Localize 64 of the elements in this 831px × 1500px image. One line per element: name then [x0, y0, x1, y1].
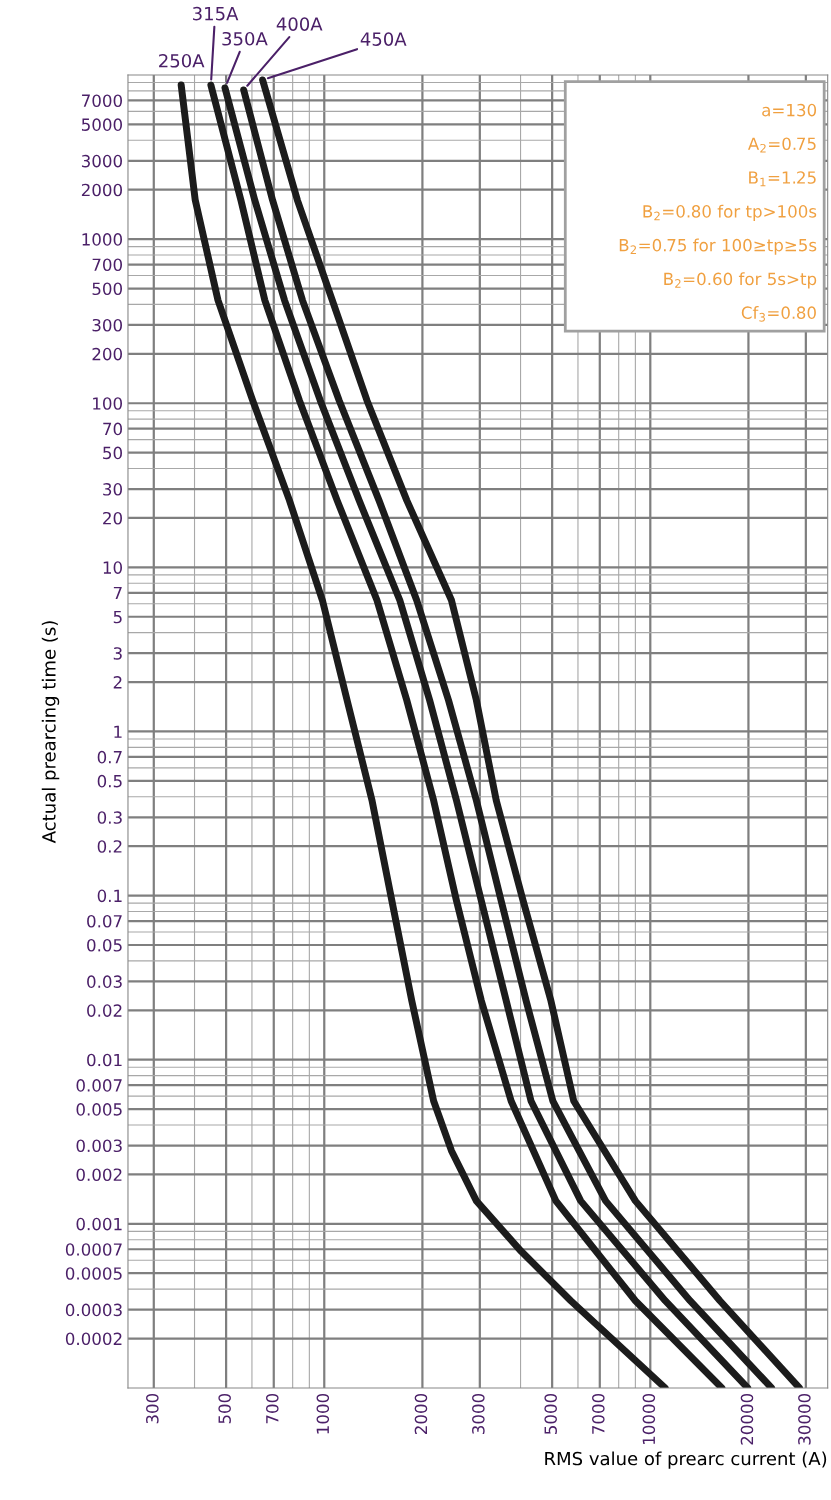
annotation: A$_{2}$=0.75	[747, 137, 816, 153]
y-tick-label: 0.003	[76, 1139, 122, 1153]
y-tick-label: 0.0005	[65, 1267, 122, 1280]
y-tick-label: 1	[114, 725, 122, 738]
y-tick-label: 5	[113, 610, 122, 624]
y-tick-label: 0.2	[97, 840, 122, 853]
text: 315A	[193, 6, 239, 21]
x-tick-label: 500	[218, 1393, 231, 1424]
y-tick-label: 3	[113, 647, 122, 660]
annotation: a=130	[762, 103, 817, 117]
x-axis-title: RMS value of prearc current (A)	[545, 1451, 827, 1469]
y-tick-label: 100	[93, 397, 123, 410]
y-tick-label: 30	[103, 483, 123, 496]
y-tick-label: 20	[103, 511, 123, 525]
series-label: 250A	[159, 53, 205, 68]
y-tick-label: 70	[103, 422, 123, 436]
x-tick-label: 2000	[414, 1393, 428, 1435]
y-tick-label: 0.007	[76, 1079, 122, 1092]
y-tick-label: 0.02	[87, 1004, 122, 1017]
x-tick-label: 1000	[316, 1393, 330, 1434]
y-tick-label: 300	[92, 318, 123, 332]
annotation: B$_{1}$=1.25	[749, 171, 816, 187]
y-tick-label: 500	[92, 282, 123, 296]
y-tick-label: 3000	[81, 154, 123, 168]
x-tick-label: 300	[146, 1393, 159, 1424]
y-tick-label: 0.7	[97, 750, 122, 764]
y-tick-label: 200	[92, 347, 123, 361]
y-tick-label: 7000	[82, 94, 123, 107]
text: 450A	[360, 32, 407, 46]
text: 350A	[222, 31, 268, 46]
y-tick-label: 0.03	[87, 975, 122, 988]
x-tick-label: 700	[265, 1393, 279, 1424]
y-tick-label: 50	[103, 446, 123, 460]
annotation: B$_{2}$=0.60 for 5s>tp	[664, 272, 817, 289]
y-tick-label: 10	[103, 561, 123, 574]
y-tick-label: 0.3	[97, 811, 122, 824]
x-tick-label: 10000	[642, 1393, 656, 1444]
y-tick-label: 0.1	[97, 889, 122, 903]
y-tick-label: 0.005	[76, 1103, 122, 1116]
y-tick-label: 700	[92, 258, 123, 272]
y-tick-label: 0.01	[87, 1053, 122, 1067]
y-tick-label: 0.05	[87, 938, 122, 952]
x-tick-label: 30000	[798, 1393, 811, 1445]
x-tick-label: 3000	[472, 1393, 485, 1434]
annotation: Cf$_{3}$=0.80	[741, 306, 816, 322]
y-tick-label: 0.002	[76, 1168, 122, 1181]
y-tick-label: 2000	[81, 183, 123, 197]
y-tick-label: 0.0002	[65, 1332, 122, 1346]
annotation: B$_{2}$=0.75 for 100≥tp≥5s	[619, 238, 817, 255]
y-axis-title: Actual prearcing time (s)	[41, 621, 60, 844]
y-tick-label: 0.001	[76, 1217, 122, 1231]
y-tick-label: 0.07	[87, 914, 122, 928]
y-tick-label: 0.0003	[65, 1303, 122, 1317]
x-tick-label: 7000	[592, 1393, 605, 1434]
y-tick-label: 1000	[82, 233, 123, 246]
x-tick-label: 20000	[740, 1393, 754, 1445]
annotation: B$_{2}$=0.80 for tp>100s	[643, 204, 817, 221]
y-tick-label: 0.0007	[65, 1243, 122, 1256]
y-tick-label: 7	[113, 586, 122, 600]
y-tick-label: 5000	[81, 118, 123, 131]
x-tick-label: 5000	[544, 1393, 557, 1434]
y-tick-label: 2	[113, 676, 122, 689]
y-tick-label: 0.5	[97, 774, 122, 788]
text: 400A	[276, 17, 323, 31]
